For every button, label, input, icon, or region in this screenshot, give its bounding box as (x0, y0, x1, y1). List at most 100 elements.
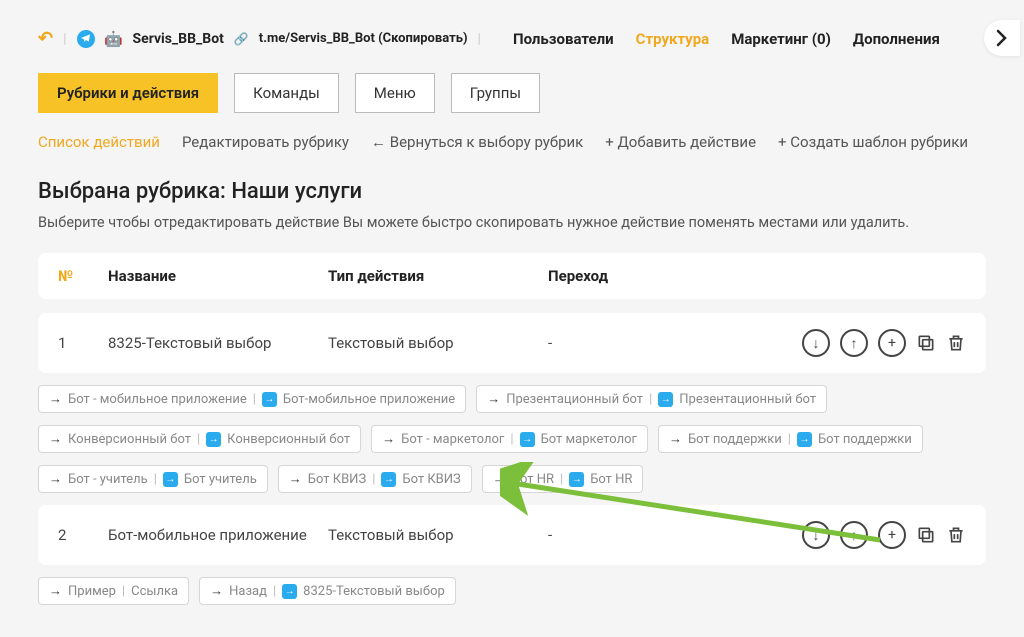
chip-right: Бот маркетолог (541, 432, 637, 447)
tags-group: → Бот - учитель | → Бот учитель→ Бот КВИ… (38, 465, 986, 493)
chip-left: Бот поддержки (688, 432, 782, 447)
link-square-icon: → (282, 584, 297, 599)
chevron-right-icon[interactable] (984, 20, 1020, 56)
arrow-right-icon: → (487, 391, 500, 407)
chip-right: Бот КВИЗ (402, 472, 460, 487)
link-square-icon: → (569, 472, 584, 487)
chip-left: Бот - учитель (68, 472, 148, 487)
link-square-icon: → (206, 432, 221, 447)
page-title: Выбрана рубрика: Наши услуги (38, 179, 986, 204)
nav-tab-users[interactable]: Пользователи (513, 30, 614, 48)
tag-chip[interactable]: → Назад | → 8325-Текстовый выбор (199, 577, 456, 605)
row-name: 8325-Текстовый выбор (108, 334, 328, 352)
table-header: № Название Тип действия Переход (38, 253, 986, 299)
row-type: Текстовый выбор (328, 526, 548, 544)
link-square-icon: → (163, 472, 178, 487)
tab-buttons: Рубрики и действия Команды Меню Группы (38, 73, 986, 113)
move-down-icon[interactable]: ↓ (802, 521, 830, 549)
nav-tab-marketing[interactable]: Маркетинг (0) (731, 30, 831, 48)
add-icon[interactable]: + (878, 521, 906, 549)
tag-chip[interactable]: → Пример | Ссылка (38, 577, 189, 605)
chip-left: Бот HR (512, 472, 554, 487)
tag-chip[interactable]: → Бот - учитель | → Бот учитель (38, 465, 268, 493)
tab-menu[interactable]: Меню (355, 73, 435, 113)
arrow-right-icon: → (49, 471, 62, 487)
chip-right: Бот-мобильное приложение (283, 392, 455, 407)
move-up-icon[interactable]: ↑ (840, 521, 868, 549)
bot-link[interactable]: t.me/Servis_BB_Bot (Скопировать) (259, 31, 468, 46)
row-num: 2 (58, 526, 108, 544)
arrow-right-icon: → (493, 471, 506, 487)
telegram-icon (77, 30, 95, 48)
tag-chip[interactable]: → Конверсионный бот | → Конверсионный бо… (38, 425, 361, 453)
col-num: № (58, 267, 108, 285)
row-transition: - (548, 334, 776, 352)
link-icon: 🔗 (234, 32, 249, 46)
link-square-icon: → (520, 432, 535, 447)
chip-right: 8325-Текстовый выбор (303, 584, 445, 599)
subnav-back[interactable]: ← Вернуться к выбору рубрик (371, 133, 583, 151)
arrow-right-icon: → (382, 431, 395, 447)
separator: | (63, 31, 66, 47)
move-down-icon[interactable]: ↓ (802, 329, 830, 357)
tag-chip[interactable]: → Бот КВИЗ | → Бот КВИЗ (278, 465, 472, 493)
col-name: Название (108, 267, 328, 285)
tab-rubrics[interactable]: Рубрики и действия (38, 73, 218, 113)
chip-right: Конверсионный бот (227, 432, 350, 447)
back-icon[interactable]: ↶ (38, 28, 53, 49)
col-type: Тип действия (328, 267, 548, 285)
tag-chip[interactable]: → Бот поддержки | → Бот поддержки (658, 425, 923, 453)
separator: | (478, 31, 481, 47)
tag-chip[interactable]: → Презентационный бот | → Презентационны… (476, 385, 827, 413)
add-icon[interactable]: + (878, 329, 906, 357)
row-actions: ↓ ↑ + (776, 329, 966, 357)
arrow-right-icon: → (49, 391, 62, 407)
tab-groups[interactable]: Группы (451, 73, 540, 113)
tags-group: → Пример | Ссылка → Назад | → 8325-Тексто… (38, 577, 986, 605)
link-square-icon: → (262, 392, 277, 407)
link-square-icon: → (381, 472, 396, 487)
row-num: 1 (58, 334, 108, 352)
subnav-edit[interactable]: Редактировать рубрику (182, 133, 349, 151)
row-transition: - (548, 526, 776, 544)
nav-tab-addons[interactable]: Дополнения (853, 30, 940, 48)
arrow-right-icon: → (49, 583, 62, 599)
chip-left: Назад (229, 584, 267, 599)
chip-left: Бот - маркетолог (401, 432, 504, 447)
nav-tab-structure[interactable]: Структура (636, 30, 710, 48)
table-row[interactable]: 1 8325-Текстовый выбор Текстовый выбор -… (38, 313, 986, 373)
tags-group: → Бот - мобильное приложение | → Бот-моб… (38, 385, 986, 413)
tag-chip[interactable]: → Бот - маркетолог | → Бот маркетолог (371, 425, 648, 453)
tab-commands[interactable]: Команды (234, 73, 339, 113)
delete-icon[interactable] (946, 329, 966, 357)
tag-chip[interactable]: → Бот HR | → Бот HR (482, 465, 644, 493)
subnav-add[interactable]: + Добавить действие (605, 133, 756, 151)
delete-icon[interactable] (946, 521, 966, 549)
chip-left: Презентационный бот (506, 392, 643, 407)
copy-icon[interactable] (916, 521, 936, 549)
link-square-icon: → (658, 392, 673, 407)
nav-tabs: Пользователи Структура Маркетинг (0) Доп… (513, 30, 940, 48)
chip-right: Бот учитель (184, 472, 257, 487)
col-transition: Переход (548, 267, 966, 285)
table-row[interactable]: 2 Бот-мобильное приложение Текстовый выб… (38, 505, 986, 565)
move-up-icon[interactable]: ↑ (840, 329, 868, 357)
arrow-right-icon: → (289, 471, 302, 487)
chip-right: Презентационный бот (679, 392, 816, 407)
chip-left: Бот КВИЗ (308, 472, 366, 487)
chip-right: Бот поддержки (818, 432, 912, 447)
chip-right: Ссылка (131, 584, 178, 599)
subnav-template[interactable]: + Создать шаблон рубрики (778, 133, 968, 151)
copy-icon[interactable] (916, 329, 936, 357)
page-subtext: Выберите чтобы отредактировать действие … (38, 214, 986, 231)
bot-name: Servis_BB_Bot (133, 31, 224, 47)
tag-chip[interactable]: → Бот - мобильное приложение | → Бот-моб… (38, 385, 466, 413)
link-square-icon: → (797, 432, 812, 447)
arrow-right-icon: → (49, 431, 62, 447)
arrow-right-icon: → (210, 583, 223, 599)
tags-group: → Конверсионный бот | → Конверсионный бо… (38, 425, 986, 453)
row-type: Текстовый выбор (328, 334, 548, 352)
subnav: Список действий Редактировать рубрику ← … (38, 133, 986, 151)
robot-icon: 🤖 (105, 30, 123, 48)
subnav-list[interactable]: Список действий (38, 133, 160, 151)
